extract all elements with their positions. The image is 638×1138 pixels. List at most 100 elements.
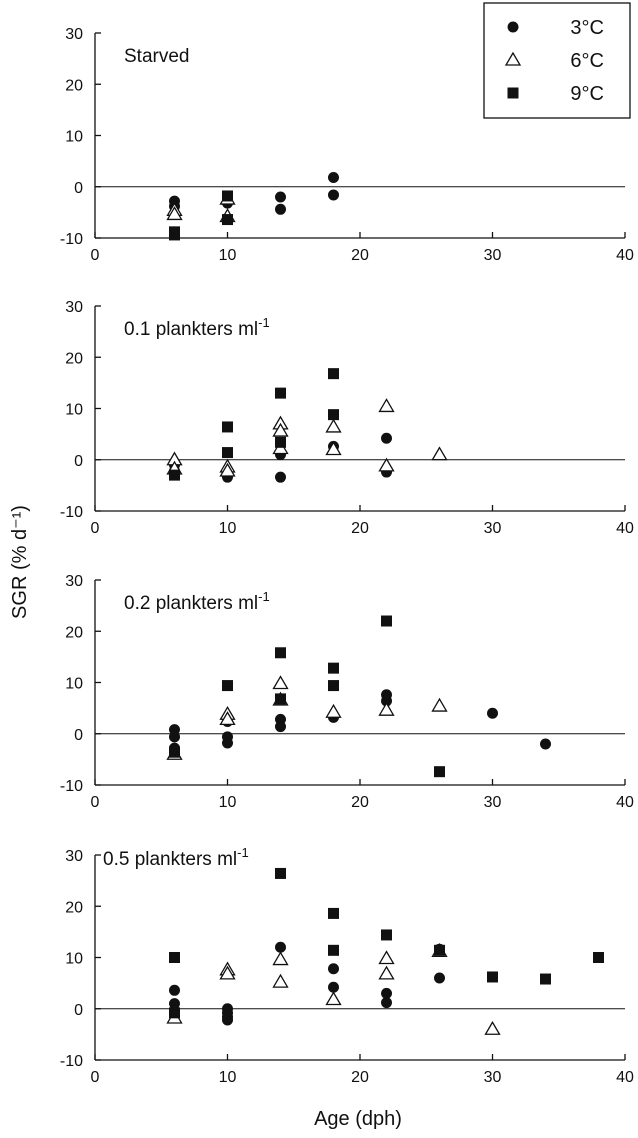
point-9c	[275, 693, 286, 705]
legend: 3°C 6°C 9°C	[483, 2, 631, 119]
x-tick-label: 30	[484, 247, 502, 264]
point-6c	[431, 697, 448, 712]
point-3c	[169, 731, 180, 743]
point-6c	[378, 398, 395, 413]
point-9c	[169, 952, 180, 963]
point-9c	[169, 229, 180, 241]
point-3c	[275, 941, 286, 953]
y-tick-label: 0	[74, 1002, 83, 1019]
x-tick-label: 0	[91, 794, 100, 811]
point-9c	[169, 1007, 180, 1019]
point-9c	[169, 469, 180, 481]
legend-marker-1	[507, 21, 519, 33]
point-6c	[378, 701, 395, 716]
point-6c	[431, 446, 448, 461]
point-3c	[222, 1014, 233, 1026]
y-tick-label: 10	[65, 129, 83, 146]
point-9c	[275, 387, 286, 399]
x-tick-label: 40	[616, 794, 634, 811]
panels: -10 0 10 20 30 0 10 20 30 40 Starved -10 0 10 20 30 0 10 2…	[60, 26, 634, 1086]
point-3c	[275, 203, 286, 215]
point-9c	[275, 436, 286, 448]
point-3c	[487, 707, 498, 719]
y-tick-label: 30	[65, 26, 83, 43]
x-tick-label: 10	[219, 1069, 237, 1086]
point-9c	[381, 615, 392, 627]
point-6c	[272, 973, 289, 988]
x-tick-label: 40	[616, 520, 634, 537]
point-3c	[434, 972, 445, 984]
point-6c	[378, 457, 395, 472]
point-9c	[222, 421, 233, 433]
point-6c	[484, 1020, 501, 1035]
panel-label: Starved	[124, 46, 189, 67]
point-3c	[328, 981, 339, 993]
point-3c	[381, 987, 392, 999]
point-9c	[328, 409, 339, 421]
panel-4: -10 0 10 20 30 0 10 20 30 40 0.5 plankters ml-1	[60, 845, 634, 1086]
point-3c	[222, 737, 233, 749]
y-tick-label: 10	[65, 402, 83, 419]
point-9c	[328, 368, 339, 380]
point-9c	[222, 447, 233, 459]
point-3c	[328, 189, 339, 201]
y-tick-label: 0	[74, 453, 83, 470]
point-6c	[219, 711, 236, 726]
x-tick-label: 40	[616, 1069, 634, 1086]
legend-label: 6°C	[570, 50, 604, 72]
point-3c	[275, 191, 286, 203]
point-9c	[328, 680, 339, 692]
x-tick-label: 10	[219, 794, 237, 811]
panel-label: 0.5 plankters ml-1	[103, 845, 249, 870]
x-tick-label: 30	[484, 520, 502, 537]
x-tick-label: 20	[351, 1069, 369, 1086]
point-9c	[540, 973, 551, 985]
x-tick-label: 20	[351, 794, 369, 811]
panel-label: 0.1 plankters ml-1	[124, 315, 270, 340]
y-tick-label: 10	[65, 676, 83, 693]
legend-label: 9°C	[570, 83, 604, 105]
point-3c	[275, 471, 286, 483]
x-tick-label: 20	[351, 520, 369, 537]
point-6c	[219, 965, 236, 980]
point-6c	[378, 965, 395, 980]
panel-1: -10 0 10 20 30 0 10 20 30 40 Starved	[60, 26, 634, 264]
point-6c	[166, 206, 183, 221]
point-3c	[381, 997, 392, 1009]
point-3c	[328, 963, 339, 975]
y-tick-label: 20	[65, 77, 83, 94]
x-tick-label: 0	[91, 520, 100, 537]
point-6c	[325, 441, 342, 456]
point-6c	[219, 462, 236, 477]
point-6c	[325, 991, 342, 1006]
point-9c	[275, 647, 286, 659]
legend-marker-3	[507, 87, 519, 99]
y-tick-label: -10	[60, 504, 83, 521]
point-6c	[272, 422, 289, 437]
point-9c	[275, 867, 286, 879]
y-tick-label: 20	[65, 899, 83, 916]
point-6c	[325, 418, 342, 433]
point-9c	[222, 680, 233, 692]
y-tick-label: 0	[74, 727, 83, 744]
x-tick-label: 0	[91, 1069, 100, 1086]
point-9c	[328, 662, 339, 674]
point-9c	[169, 746, 180, 758]
point-9c	[222, 190, 233, 202]
y-tick-label: 20	[65, 624, 83, 641]
y-tick-label: 30	[65, 848, 83, 865]
y-tick-label: 30	[65, 299, 83, 316]
point-3c	[275, 721, 286, 733]
y-tick-label: 30	[65, 573, 83, 590]
y-tick-label: 20	[65, 350, 83, 367]
point-9c	[593, 952, 604, 963]
panel-3: -10 0 10 20 30 0 10 20 30 40 0.2 plankters ml-1	[60, 573, 634, 811]
point-9c	[434, 944, 445, 956]
x-tick-label: 10	[219, 520, 237, 537]
point-6c	[272, 951, 289, 966]
x-axis-title: Age (dph)	[314, 1108, 402, 1130]
x-tick-label: 30	[484, 1069, 502, 1086]
point-6c	[272, 675, 289, 690]
x-tick-label: 20	[351, 247, 369, 264]
